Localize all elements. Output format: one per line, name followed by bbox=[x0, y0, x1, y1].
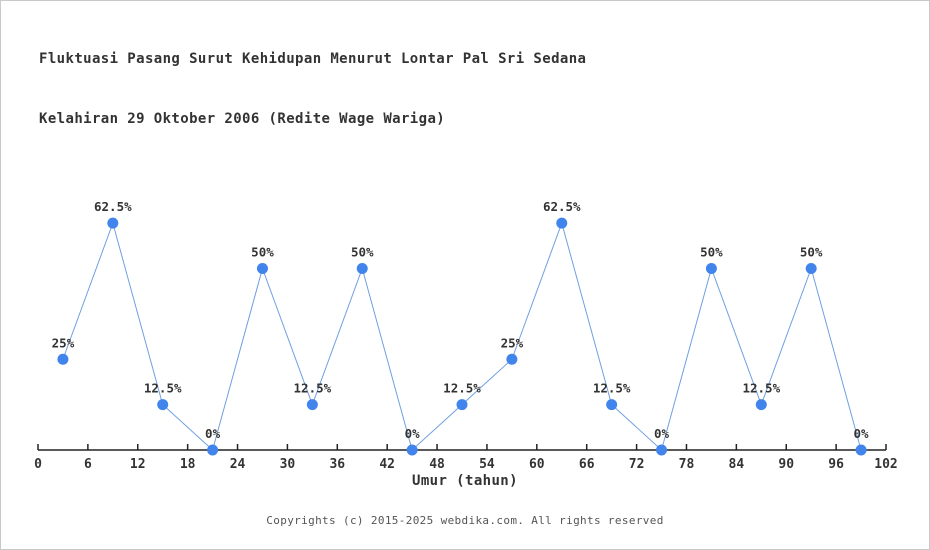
data-point-label: 12.5% bbox=[443, 381, 481, 396]
data-point-label: 12.5% bbox=[294, 381, 332, 396]
data-point-label: 0% bbox=[405, 426, 421, 441]
chart-title: Fluktuasi Pasang Surut Kehidupan Menurut… bbox=[39, 9, 586, 169]
data-point-label: 25% bbox=[52, 335, 75, 350]
data-point-label: 12.5% bbox=[742, 381, 780, 396]
x-axis-tick-label: 36 bbox=[329, 457, 345, 472]
x-axis-tick-label: 78 bbox=[679, 457, 695, 472]
data-point-marker bbox=[356, 263, 368, 274]
data-point-marker bbox=[456, 399, 468, 411]
data-point-marker bbox=[57, 353, 69, 365]
data-point-marker bbox=[705, 263, 717, 274]
data-point-marker bbox=[107, 217, 119, 229]
x-axis-tick-label: 90 bbox=[778, 457, 794, 472]
x-axis-tick-label: 84 bbox=[729, 457, 745, 472]
data-point-label: 25% bbox=[501, 335, 524, 350]
x-axis-tick-label: 6 bbox=[84, 457, 92, 472]
data-point-marker bbox=[556, 217, 568, 229]
data-point-label: 0% bbox=[205, 426, 221, 441]
data-point-marker bbox=[805, 263, 817, 274]
data-point-marker bbox=[855, 444, 867, 456]
data-point-marker bbox=[656, 444, 668, 456]
x-axis-tick-label: 72 bbox=[629, 457, 645, 472]
data-point-marker bbox=[755, 399, 767, 411]
x-axis-tick-label: 60 bbox=[529, 457, 545, 472]
x-axis-tick-label: 102 bbox=[874, 457, 897, 472]
data-point-label: 50% bbox=[800, 245, 823, 260]
data-point-marker bbox=[506, 353, 518, 365]
x-axis-title: Umur (tahun) bbox=[412, 473, 518, 489]
data-point-marker bbox=[406, 444, 418, 456]
data-line bbox=[62, 221, 862, 451]
x-axis-tick-label: 42 bbox=[379, 457, 395, 472]
data-point-label: 12.5% bbox=[144, 381, 182, 396]
footer-copyright: Copyrights (c) 2015-2025 webdika.com. Al… bbox=[266, 514, 664, 527]
x-axis-tick-label: 66 bbox=[579, 457, 595, 472]
x-axis-tick-label: 96 bbox=[828, 457, 844, 472]
x-axis-tick-label: 48 bbox=[429, 457, 445, 472]
data-point-label: 62.5% bbox=[94, 199, 132, 214]
x-axis-tick-label: 54 bbox=[479, 457, 495, 472]
data-point-label: 50% bbox=[251, 245, 274, 260]
x-axis-tick-label: 24 bbox=[230, 457, 246, 472]
data-point-label: 0% bbox=[854, 426, 870, 441]
data-point-label: 62.5% bbox=[543, 199, 581, 214]
data-point-label: 0% bbox=[654, 426, 670, 441]
data-point-label: 12.5% bbox=[593, 381, 631, 396]
data-point-marker bbox=[606, 399, 618, 411]
x-axis-tick-label: 0 bbox=[34, 457, 42, 472]
chart-title-line1: Fluktuasi Pasang Surut Kehidupan Menurut… bbox=[39, 51, 587, 67]
x-axis-tick-label: 30 bbox=[280, 457, 296, 472]
x-axis-tick-label: 12 bbox=[130, 457, 146, 472]
data-point-label: 50% bbox=[351, 245, 374, 260]
data-point-marker bbox=[157, 399, 169, 411]
chart-title-line2: Kelahiran 29 Oktober 2006 (Redite Wage W… bbox=[39, 111, 446, 127]
data-point-marker bbox=[256, 263, 268, 274]
data-point-marker bbox=[207, 444, 219, 456]
data-point-marker bbox=[306, 399, 318, 411]
x-axis-tick-label: 18 bbox=[180, 457, 196, 472]
data-point-label: 50% bbox=[700, 245, 723, 260]
